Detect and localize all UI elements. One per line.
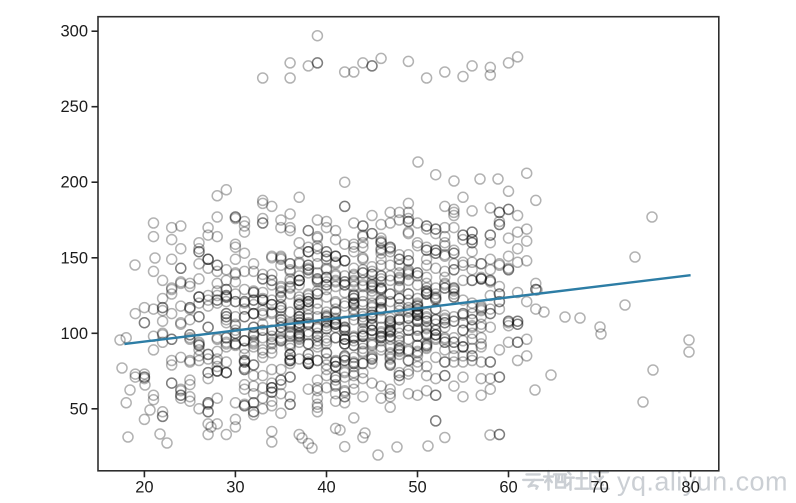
svg-text:80: 80 — [681, 479, 699, 497]
svg-text:300: 300 — [60, 23, 88, 41]
svg-text:60: 60 — [499, 479, 517, 497]
svg-text:150: 150 — [60, 249, 88, 267]
svg-text:250: 250 — [60, 98, 88, 116]
svg-text:50: 50 — [408, 479, 426, 497]
svg-text:100: 100 — [60, 325, 88, 343]
svg-text:30: 30 — [226, 479, 244, 497]
svg-text:200: 200 — [60, 174, 88, 192]
svg-text:40: 40 — [317, 479, 335, 497]
svg-text:50: 50 — [70, 400, 88, 418]
svg-text:70: 70 — [590, 479, 608, 497]
svg-text:20: 20 — [135, 479, 153, 497]
